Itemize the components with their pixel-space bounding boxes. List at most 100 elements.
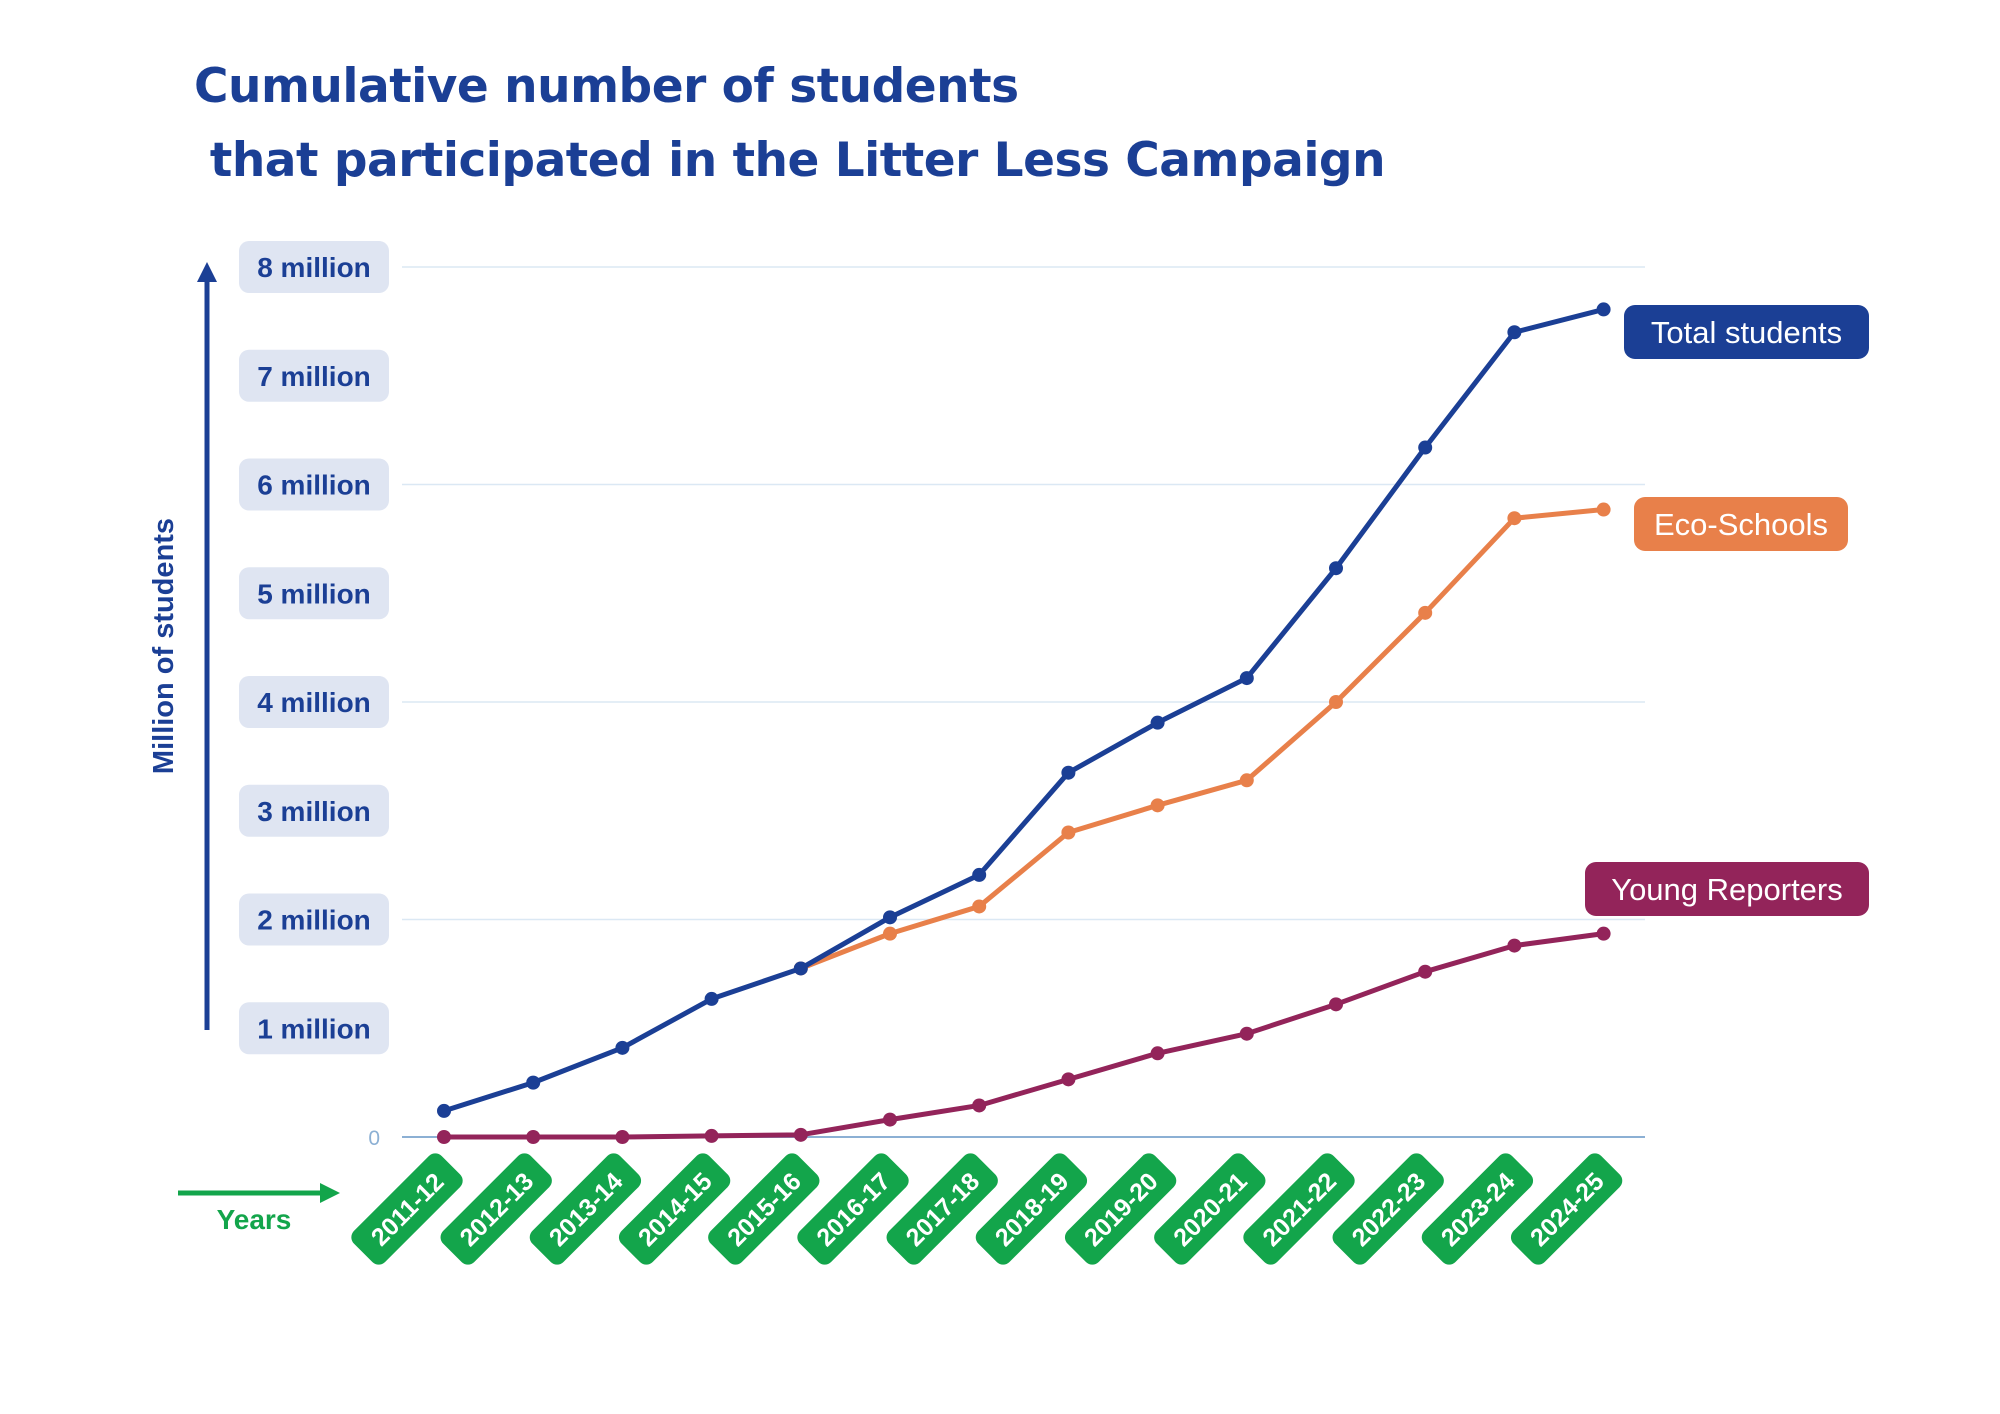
x-tick-badge [797, 1153, 909, 1265]
grid-layer [402, 266, 1645, 1138]
y-tick-badge [239, 241, 389, 293]
x-tick: 2014-15 [618, 1153, 731, 1265]
data-point [1418, 440, 1433, 455]
data-point [883, 926, 897, 941]
data-point [1150, 798, 1165, 813]
data-point [883, 1112, 897, 1127]
y-tick: 2 million [239, 893, 389, 946]
x-tick: 2012-13 [440, 1153, 552, 1265]
x-tick-badge [529, 1153, 642, 1265]
data-point [615, 1130, 630, 1144]
x-tick: 2024-25 [1510, 1153, 1623, 1265]
x-tick-badge [1243, 1153, 1355, 1265]
data-point [972, 899, 987, 914]
y-tick-zero-label: 0 [368, 1127, 380, 1150]
data-point [1418, 964, 1433, 979]
data-point [793, 961, 808, 976]
data-point [1418, 605, 1433, 620]
y-tick-label: 2 million [257, 905, 371, 936]
data-point [1239, 671, 1254, 686]
y-tick-badge [239, 458, 389, 511]
series-layer [437, 302, 1611, 1144]
y-tick-badge [239, 676, 389, 728]
data-point [1061, 1072, 1076, 1087]
data-point [526, 1075, 541, 1090]
y-tick-label: 3 million [257, 796, 371, 827]
x-tick-badge [1510, 1153, 1623, 1265]
x-tick: 2019-20 [1064, 1153, 1177, 1265]
y-tick: 8 million [239, 241, 389, 293]
data-point [1329, 997, 1343, 1012]
data-point [704, 1128, 719, 1143]
y-tick-label: 4 million [257, 687, 371, 718]
x-tick: 2015-16 [708, 1153, 820, 1265]
y-tick: 5 million [239, 567, 389, 620]
y-tick-label: 6 million [257, 470, 371, 501]
x-tick-badge [1332, 1153, 1444, 1265]
data-point [972, 867, 987, 882]
legend-young-reporters: Young Reporters [1585, 862, 1869, 916]
data-point [1329, 561, 1343, 576]
data-point [972, 1098, 987, 1113]
y-tick-badge [239, 349, 389, 402]
x-tick: 2016-17 [797, 1153, 909, 1265]
y-tick-badge [239, 784, 389, 837]
data-point [1507, 511, 1522, 526]
x-tick-badge [886, 1153, 998, 1265]
data-point [1061, 765, 1076, 780]
legend-badge [1624, 305, 1869, 359]
chart-title-line-1: Cumulative number of students [194, 59, 1019, 114]
x-tick-badge [351, 1153, 463, 1265]
y-tick: 7 million [239, 349, 389, 402]
x-tick: 2020-21 [1154, 1153, 1266, 1265]
y-tick-label: 7 million [257, 361, 371, 392]
x-tick-badge [1154, 1153, 1266, 1265]
legend-layer: Total students Eco-Schools Young Reporters [1585, 305, 1869, 916]
y-tick-badge [239, 1002, 389, 1055]
x-axis-label: Years [217, 1204, 292, 1235]
series-line [441, 931, 1607, 1140]
data-point [793, 1127, 808, 1142]
data-point [1596, 926, 1611, 941]
x-tick: 2021-22 [1243, 1153, 1355, 1265]
legend-label: Eco-Schools [1654, 507, 1828, 542]
legend-label: Young Reporters [1611, 872, 1843, 907]
y-tick-label: 5 million [257, 578, 371, 609]
x-tick-badge [975, 1153, 1088, 1265]
legend-badge [1585, 862, 1869, 916]
data-point [437, 1130, 451, 1144]
data-point [1239, 1026, 1254, 1041]
y-tick: 1 million [239, 1002, 389, 1055]
data-point [526, 1130, 541, 1144]
y-tick-label: 1 million [257, 1013, 371, 1044]
y-tick-layer: 8 million 7 million 6 million 5 million 4 mi… [239, 241, 389, 1150]
data-point [1150, 715, 1165, 730]
data-point [1061, 825, 1076, 840]
data-point [1239, 773, 1254, 788]
data-point [1596, 302, 1611, 317]
x-tick: 2022-23 [1332, 1153, 1444, 1265]
data-point [1329, 695, 1343, 709]
data-point [615, 1040, 630, 1055]
legend-total-students: Total students [1624, 305, 1869, 359]
data-point [1507, 325, 1522, 340]
data-point [883, 910, 897, 925]
x-tick-badge [618, 1153, 731, 1265]
legend-eco-schools: Eco-Schools [1634, 497, 1848, 551]
series-young-reporters [437, 926, 1611, 1144]
x-tick-badge [708, 1153, 820, 1265]
y-tick-label: 8 million [257, 252, 371, 283]
series-line [441, 306, 1607, 1114]
x-tick: 2013-14 [529, 1153, 642, 1265]
series-line [798, 507, 1607, 971]
x-tick-badge [440, 1153, 552, 1265]
y-tick-badge [239, 567, 389, 620]
data-point [437, 1103, 451, 1118]
y-axis-label: Million of students [148, 518, 180, 774]
y-tick: 3 million [239, 784, 389, 837]
x-tick: 2023-24 [1421, 1153, 1534, 1265]
x-tick: 2018-19 [975, 1153, 1088, 1265]
data-point [1596, 502, 1611, 517]
data-point [704, 991, 719, 1006]
y-tick: 4 million [239, 676, 389, 728]
